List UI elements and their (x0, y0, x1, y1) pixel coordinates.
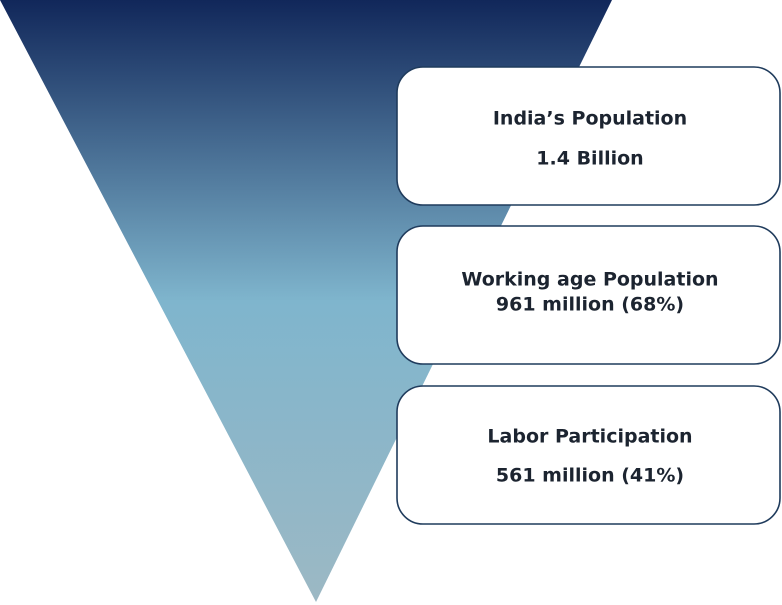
node-box (396, 225, 781, 365)
node-detail: 1.4 Billion (536, 148, 643, 170)
node-title: India’s Population (493, 108, 687, 130)
boxes: India’s Population 1.4 Billion Working age… (396, 66, 781, 525)
node-box (396, 66, 781, 206)
node-detail: 961 million (68%) (496, 294, 684, 316)
node-title: Labor Participation (487, 426, 692, 448)
node-box (396, 385, 781, 525)
node-detail: 561 million (41%) (496, 465, 684, 487)
node-title: Working age Population (461, 269, 718, 291)
